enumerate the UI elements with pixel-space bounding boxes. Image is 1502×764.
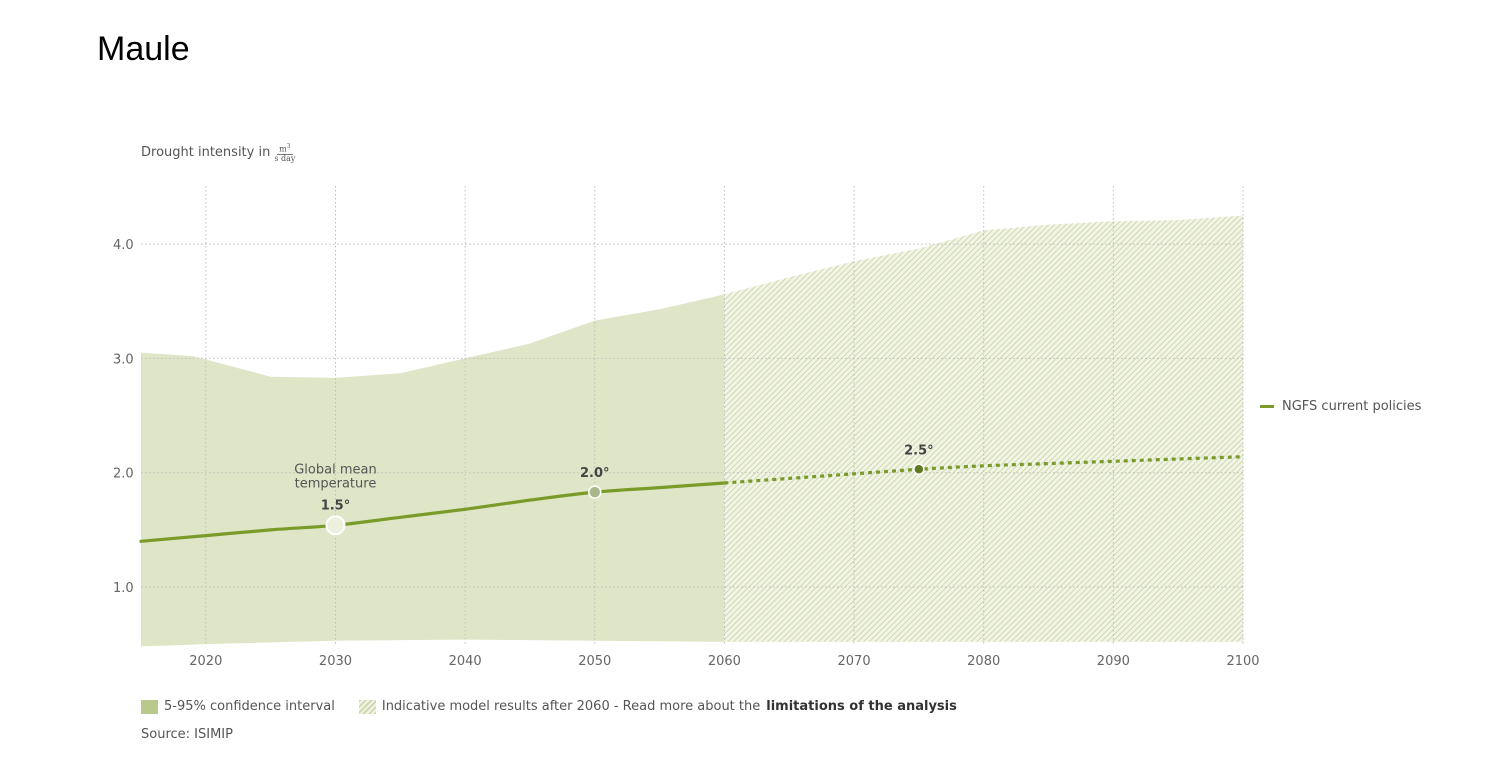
marker-label: 2.0° xyxy=(580,466,610,481)
unit-denominator: s day xyxy=(274,153,296,163)
x-tick-label: 2090 xyxy=(1097,654,1130,669)
indicative-swatch xyxy=(358,699,376,714)
y-axis-unit: m3 s day xyxy=(274,143,295,163)
x-tick-label: 2040 xyxy=(449,654,482,669)
x-tick-label: 2070 xyxy=(838,654,871,669)
marker-caption: temperature xyxy=(295,476,377,491)
confidence-swatch xyxy=(141,699,158,714)
y-tick-label: 2.0 xyxy=(113,467,134,482)
marker-caption: Global mean xyxy=(294,462,376,477)
legend-line-swatch xyxy=(1260,405,1274,408)
x-tick-label: 2020 xyxy=(189,654,222,669)
y-tick-label: 1.0 xyxy=(113,581,134,596)
marker-1-5[interactable] xyxy=(325,515,346,536)
series-line-solid xyxy=(139,481,726,543)
y-tick-label: 3.0 xyxy=(113,352,134,367)
y-tick-label: 4.0 xyxy=(113,238,134,253)
indicative-label: Indicative model results after 2060 - Re… xyxy=(381,699,761,714)
marker-2-0[interactable] xyxy=(588,485,602,499)
marker-label: 2.5° xyxy=(904,443,934,458)
y-axis-label: Drought intensity in m3 s day xyxy=(141,143,295,163)
source-note: Source: ISIMIP xyxy=(141,727,233,742)
marker-2-5[interactable] xyxy=(913,463,925,476)
marker-label: 1.5° xyxy=(321,498,351,513)
legend-series[interactable]: NGFS current policies xyxy=(1260,399,1421,414)
x-tick-label: 2050 xyxy=(578,654,611,669)
x-tick-label: 2060 xyxy=(708,654,741,669)
legend-bottom: 5-95% confidence interval Indicative mod… xyxy=(141,699,957,714)
legend-series-label: NGFS current policies xyxy=(1282,399,1422,414)
x-tick-label: 2100 xyxy=(1226,654,1259,669)
x-tick-label: 2030 xyxy=(319,654,352,669)
confidence-label: 5-95% confidence interval xyxy=(164,699,335,714)
x-tick-label: 2080 xyxy=(967,654,1000,669)
confidence-band xyxy=(141,294,725,647)
series-line-projected xyxy=(724,455,1244,485)
unit-numerator: m xyxy=(279,144,287,154)
unit-exponent: 3 xyxy=(286,143,291,150)
y-axis-label-text: Drought intensity in xyxy=(141,145,271,161)
page-title: Maule xyxy=(97,30,190,68)
limitations-link[interactable]: limitations of the analysis xyxy=(766,699,957,714)
